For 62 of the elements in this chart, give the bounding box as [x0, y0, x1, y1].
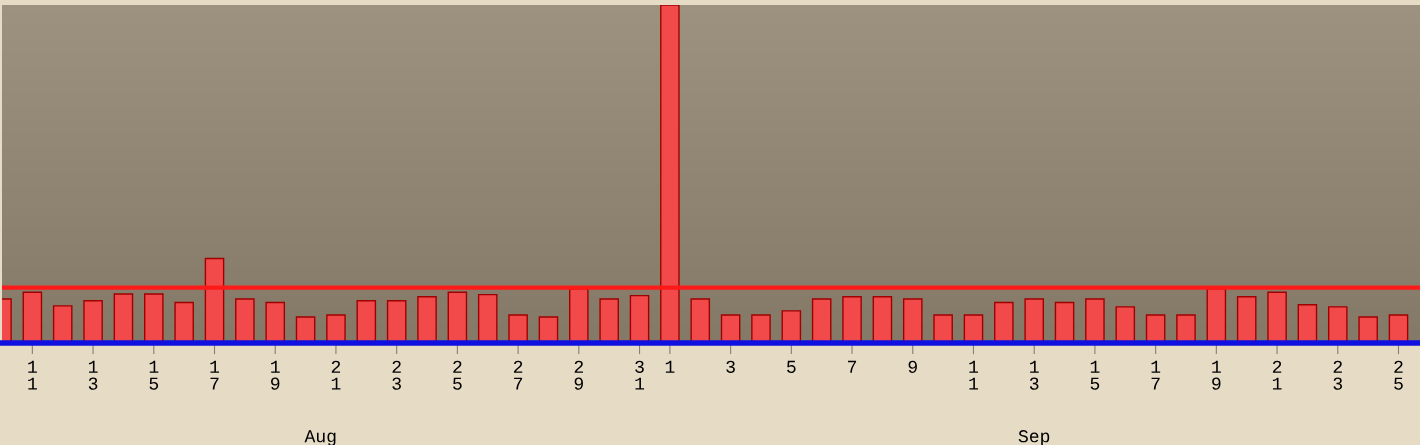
bar — [629, 294, 650, 343]
x-tick-label: 2 5 — [453, 360, 462, 390]
bar — [326, 314, 346, 343]
bar — [508, 314, 528, 343]
bar — [660, 5, 680, 343]
x-tick-label: 2 1 — [1272, 360, 1282, 390]
x-tick-label: 2 9 — [574, 360, 583, 390]
text: Aug — [304, 430, 336, 445]
bar — [417, 295, 437, 343]
bar — [83, 300, 103, 343]
bar — [1297, 304, 1318, 343]
bar — [842, 295, 862, 343]
x-tick-label: 1 3 — [1029, 360, 1039, 390]
bar — [1236, 295, 1257, 343]
x-tick-label: 1 9 — [271, 360, 280, 390]
x-tick-label: 1 7 — [210, 360, 220, 390]
bar — [994, 301, 1014, 343]
x-tick-label: 2 1 — [331, 360, 341, 390]
bar — [22, 291, 43, 343]
x-tick-label: 1 5 — [149, 360, 159, 390]
bar — [1358, 316, 1378, 343]
bar — [265, 301, 286, 343]
x-tick-label: 1 — [665, 360, 675, 373]
bar — [1267, 291, 1287, 343]
bar — [52, 305, 73, 343]
x-tick-label: 1 3 — [88, 360, 98, 390]
bar — [447, 291, 468, 343]
bar — [174, 301, 194, 343]
bar — [356, 300, 377, 343]
bar — [1085, 298, 1105, 343]
x-tick-label: 5 — [787, 360, 796, 373]
bar — [386, 300, 407, 343]
x-tick-label: 7 — [848, 360, 857, 373]
x-tick-label: 1 9 — [1212, 360, 1221, 390]
x-tick-label: 1 1 — [28, 360, 37, 390]
x-tick-label: 1 1 — [969, 360, 979, 390]
bar — [751, 314, 771, 343]
bar — [143, 293, 164, 343]
bar — [1327, 306, 1348, 343]
bar — [811, 298, 832, 343]
bar — [235, 298, 255, 343]
x-tick-label: 2 3 — [1333, 360, 1343, 390]
bar — [902, 298, 923, 343]
x-tick-label: 3 1 — [635, 360, 645, 390]
bar — [569, 288, 589, 343]
bar — [690, 298, 711, 343]
bar — [1115, 306, 1136, 343]
x-tick-label: 2 7 — [513, 360, 523, 390]
x-tick-label: 2 5 — [1394, 360, 1403, 390]
x-tick-label: 1 5 — [1090, 360, 1100, 390]
x-tick-label: 9 — [908, 360, 917, 373]
bar — [1024, 298, 1044, 343]
text: Sep — [1018, 430, 1050, 445]
bar — [872, 295, 893, 343]
bar — [477, 293, 498, 343]
bar — [599, 298, 619, 343]
bar — [933, 314, 953, 343]
x-tick-label: 2 3 — [392, 360, 401, 390]
x-tick-label: 1 7 — [1151, 360, 1161, 390]
x-tick-label: 3 — [726, 360, 735, 373]
bar — [1176, 314, 1196, 343]
bar — [113, 293, 134, 343]
